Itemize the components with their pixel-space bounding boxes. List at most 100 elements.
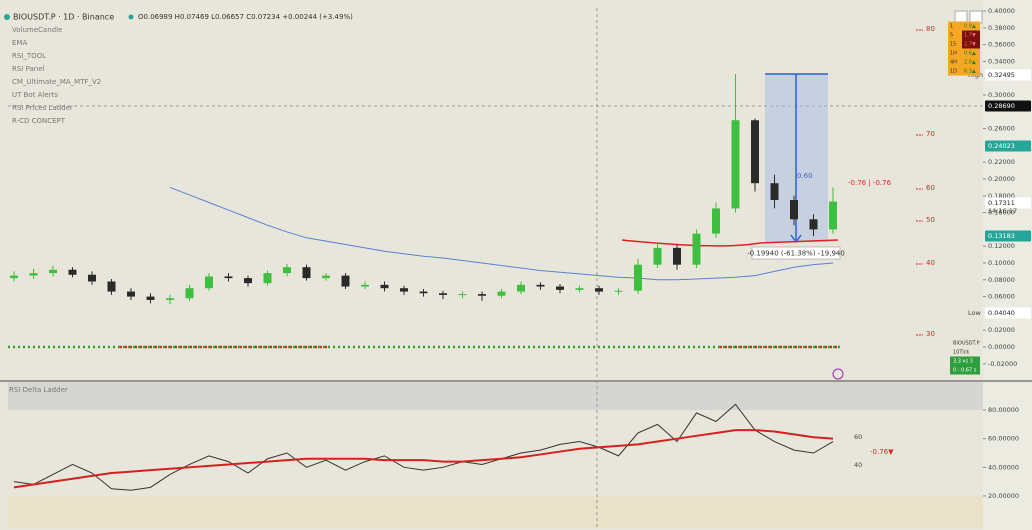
- candle-body: [575, 288, 584, 290]
- candle-body: [166, 298, 174, 300]
- indicator-name[interactable]: RSI Prices Ladder: [12, 104, 73, 112]
- info-text: 0 : 0.67 s: [953, 368, 977, 374]
- table-cell: [962, 39, 980, 49]
- table-cell: [962, 30, 980, 40]
- table-cell: [962, 21, 980, 31]
- indicator-name[interactable]: R-CD CONCEPT: [12, 117, 66, 125]
- timeframe: 1H: [950, 51, 957, 57]
- measure-label: -0.19940 (-61.38%) -19,940: [747, 250, 845, 258]
- crosshair-price: 0.28690: [988, 102, 1015, 110]
- candle-body: [634, 264, 642, 291]
- rsi-label: -0.76▼: [870, 448, 894, 456]
- y-tick-label: 0.26000: [988, 125, 1015, 133]
- table-cell: [962, 48, 980, 58]
- measure-label-bg: [751, 246, 841, 260]
- low-price: 0.04040: [988, 309, 1015, 317]
- table-cell: [962, 66, 980, 76]
- drawn-line: [621, 239, 839, 247]
- candle-body: [107, 281, 116, 292]
- rsi-level: 40: [926, 259, 935, 267]
- y-tick-label: 0.38000: [988, 24, 1015, 32]
- candle-body: [302, 267, 311, 279]
- symbol[interactable]: BIOUSDT.P · 1D · Binance: [13, 13, 114, 22]
- rsi-oversold-band: [8, 496, 983, 528]
- indicator-name[interactable]: RSI_TOOL: [12, 52, 46, 60]
- candle-body: [244, 278, 252, 284]
- indicator-price-bg: [985, 140, 1031, 152]
- timeframe: 15: [950, 42, 956, 48]
- info-cell: [950, 365, 980, 375]
- candle-body: [380, 284, 389, 289]
- candle-body: [692, 233, 701, 265]
- toolbar-button[interactable]: [969, 10, 983, 24]
- y-tick-label: 0.36000: [988, 41, 1015, 49]
- candle-body: [556, 286, 564, 290]
- table-cell: [948, 48, 962, 58]
- candle-body: [185, 288, 194, 299]
- rsi-level: 50: [926, 216, 935, 224]
- candle-body: [322, 275, 330, 279]
- table-cell: [948, 57, 962, 67]
- rsi-line: [13, 403, 834, 491]
- alert-icon[interactable]: [832, 368, 844, 380]
- annotation: 0.60: [797, 172, 813, 180]
- timeframe: 4H: [950, 60, 957, 66]
- ohlc: O0.06989 H0.07469 L0.06657 C0.07234 +0.0…: [138, 13, 353, 21]
- candle-body: [478, 294, 486, 296]
- y-tick-label: 0.22000: [988, 158, 1015, 166]
- y-tick-label: -0.02000: [988, 360, 1017, 368]
- candle-body: [595, 288, 603, 292]
- candle-body: [517, 284, 525, 292]
- y-tick-label: 60.00000: [988, 435, 1019, 443]
- candle-body: [361, 284, 369, 287]
- indicator-price: 0.24023: [988, 142, 1015, 150]
- indicator-name[interactable]: CM_Ultimate_MA_MTF_V2: [12, 78, 101, 86]
- candle-body: [536, 284, 545, 287]
- y-tick-label: 0.16000: [988, 209, 1015, 217]
- candle-body: [712, 208, 720, 234]
- candle-body: [614, 290, 623, 292]
- rsi-overbought-band: [8, 382, 983, 410]
- candle-body: [653, 247, 662, 265]
- indicator-name[interactable]: EMA: [12, 39, 27, 47]
- indicator-name[interactable]: VolumeCandle: [12, 26, 62, 34]
- indicator-name[interactable]: UT Bot Alerts: [12, 91, 58, 99]
- last-price-bg: [985, 197, 1031, 209]
- y-tick-label: 0.02000: [988, 326, 1015, 334]
- rsi-level: 80: [926, 25, 935, 33]
- y-tick-label: 0.06000: [988, 293, 1015, 301]
- indicator-name[interactable]: RSI Panel: [12, 65, 45, 73]
- candle-body: [400, 288, 408, 292]
- candle-body: [127, 291, 135, 297]
- timeframe-value: 2.9▲: [964, 60, 976, 66]
- candle-body: [673, 247, 681, 265]
- table-cell: [962, 57, 980, 67]
- candle-body: [68, 269, 77, 275]
- table-cell: [948, 30, 962, 40]
- crosshair-price-bg: [985, 100, 1031, 112]
- y-tick-label: 0.12000: [988, 242, 1015, 250]
- candle-body: [49, 269, 57, 274]
- status-dot: [128, 14, 134, 20]
- info-text: 10Tick: [953, 350, 969, 356]
- last-price: 0.17311: [988, 199, 1015, 207]
- y-tick-label: 0.08000: [988, 276, 1015, 284]
- candle-body: [439, 293, 447, 295]
- candle-body: [146, 296, 155, 300]
- candle-body: [205, 276, 213, 289]
- info-cell: [950, 356, 980, 366]
- timeframe: 5: [950, 33, 953, 39]
- rsi-label: 40: [854, 461, 862, 469]
- toolbar-button[interactable]: [954, 10, 968, 24]
- rsi-level: 30: [926, 330, 935, 338]
- candle-body: [341, 275, 350, 287]
- candle-body: [751, 120, 759, 184]
- y-tick-label: 80.00000: [988, 406, 1019, 414]
- candle-body: [770, 183, 779, 201]
- low-price-bg: [985, 307, 1031, 319]
- candle-body: [829, 201, 837, 230]
- table-cell: [948, 39, 962, 49]
- y-tick-label: 20.00000: [988, 492, 1019, 500]
- info-text: BIOUSDT.P: [953, 341, 980, 347]
